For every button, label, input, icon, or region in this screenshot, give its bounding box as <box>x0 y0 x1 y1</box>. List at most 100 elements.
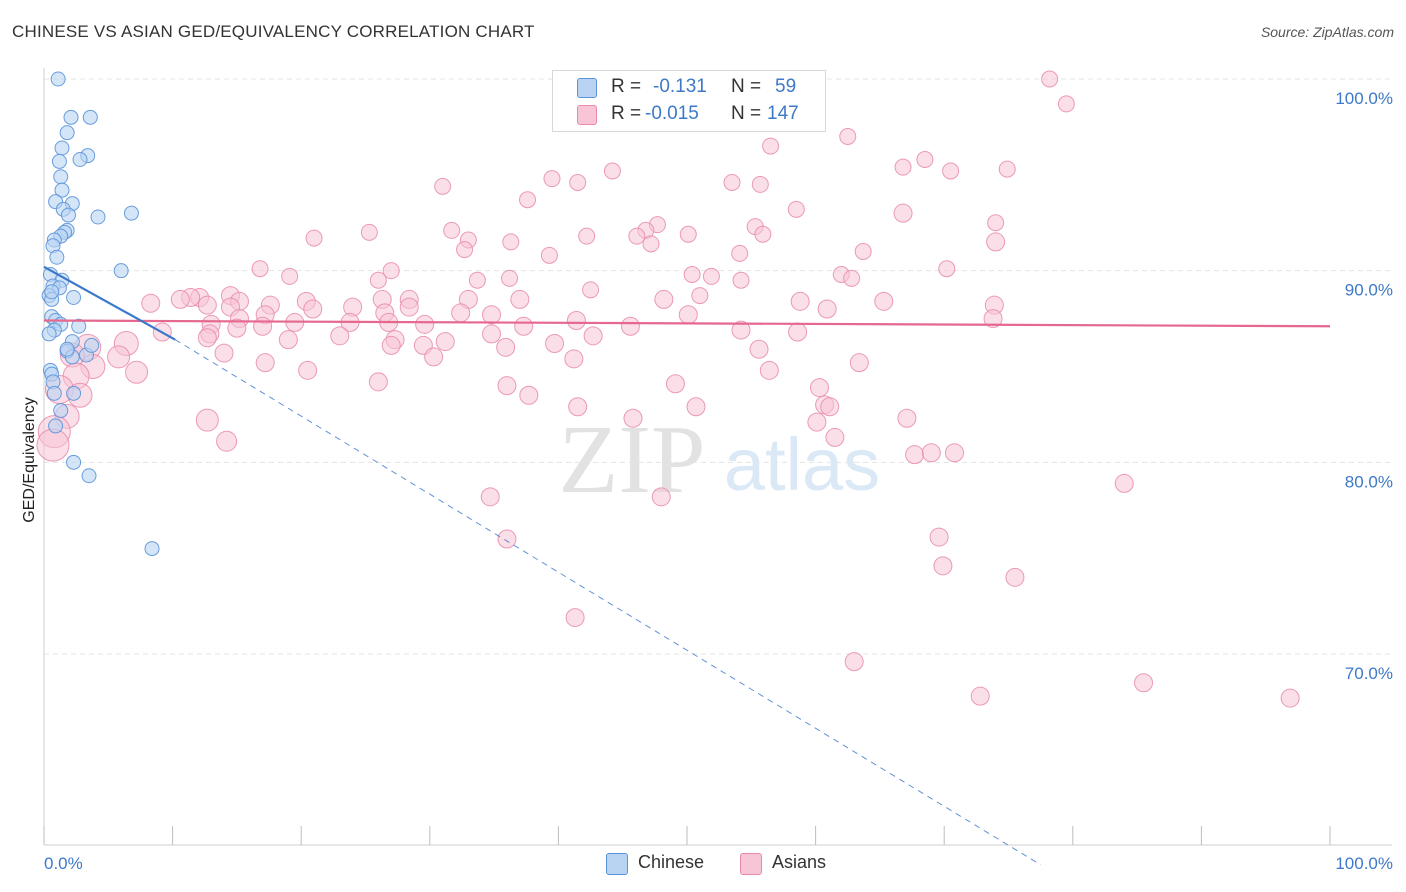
asians-point <box>564 349 584 369</box>
asians-point <box>691 287 709 305</box>
asians-point <box>566 311 586 330</box>
asians-point <box>642 235 660 253</box>
asians-point <box>998 160 1016 178</box>
asians-point <box>620 316 640 336</box>
asians-point <box>569 174 587 191</box>
watermark-atlas: atlas <box>724 423 880 506</box>
asians-point <box>894 158 912 176</box>
asians-point <box>854 243 872 260</box>
y-tick-label: 70.0% <box>1345 664 1393 683</box>
asians-point <box>788 322 808 342</box>
asians-point <box>807 412 827 432</box>
asians-point <box>809 378 829 398</box>
asians-point <box>1057 95 1075 113</box>
asians-point <box>482 305 502 325</box>
chinese-point <box>53 403 69 419</box>
y-tick-label: 80.0% <box>1345 472 1393 491</box>
legend-row-asians: R = -0.015 N = 147 <box>553 102 825 128</box>
chinese-point <box>90 209 106 225</box>
asians-point <box>1114 473 1134 493</box>
asians-point <box>514 316 534 336</box>
asians-point <box>623 408 643 428</box>
chinese-trend-line <box>43 265 176 341</box>
asians-point <box>216 430 238 452</box>
asians-point <box>399 297 419 317</box>
asians-point <box>107 345 131 369</box>
chinese-point <box>59 125 75 141</box>
asians-point <box>754 225 772 243</box>
chinese-point <box>60 207 76 223</box>
asians-point <box>825 427 845 447</box>
asians-point <box>251 260 269 278</box>
legend-n-label: N = <box>731 103 762 124</box>
chinese-point <box>82 109 98 125</box>
asians-point <box>456 241 474 259</box>
asians-point <box>762 137 780 155</box>
asians-point <box>787 200 805 218</box>
asians-point <box>929 527 949 547</box>
asians-point <box>214 343 234 363</box>
asians-point <box>933 556 953 576</box>
chinese-swatch <box>577 78 597 98</box>
chinese-point <box>66 290 82 305</box>
asians-point <box>628 227 646 245</box>
legend-r-label: R = <box>611 103 642 124</box>
asians-point <box>415 314 435 334</box>
asians-point <box>893 203 913 223</box>
chinese-point <box>49 249 65 265</box>
y-tick-label: 100.0% <box>1335 89 1393 108</box>
chinese-point <box>72 152 88 167</box>
asians-legend-label: Asians <box>772 852 827 872</box>
gridlines <box>44 78 1392 655</box>
chinese-point <box>63 109 79 125</box>
asians-point <box>942 162 960 180</box>
legend-n-label: N = <box>731 76 762 97</box>
asians-point <box>817 299 837 319</box>
chinese-point <box>84 337 100 353</box>
asians-point <box>482 324 502 344</box>
asians-point <box>603 162 621 180</box>
watermark: ZIP atlas <box>559 406 881 514</box>
asians-point <box>1005 567 1025 587</box>
legend-r-value: -0.131 <box>653 76 707 97</box>
chinese-point <box>59 341 75 357</box>
chinese-points <box>41 71 160 557</box>
asians-point <box>1041 70 1059 88</box>
legend-r-value: -0.015 <box>645 103 699 124</box>
asians-point <box>369 271 387 289</box>
asians-point <box>759 360 779 380</box>
asians-point <box>679 225 697 243</box>
asians-trend-line <box>43 319 1331 328</box>
asians-point <box>368 372 388 392</box>
asians-swatch <box>577 105 597 125</box>
asians-point <box>678 305 698 325</box>
chinese-point <box>144 541 160 557</box>
asians-point <box>897 408 917 428</box>
chinese-point <box>123 205 139 221</box>
asians-point <box>278 330 298 350</box>
asians-point <box>916 151 934 168</box>
asians-point <box>502 233 520 251</box>
stats-legend: R = -0.131 N = 59 R = -0.015 N = 147 <box>552 70 826 132</box>
chinese-point <box>54 140 70 156</box>
asians-point <box>568 397 588 417</box>
x-tick-label-max: 100.0% <box>1335 854 1393 873</box>
chinese-point <box>81 468 97 484</box>
asians-point <box>844 652 864 672</box>
asians-point <box>125 360 149 384</box>
chinese-legend-label: Chinese <box>638 852 705 872</box>
asians-point <box>330 326 350 346</box>
chinese-point <box>66 385 82 401</box>
asians-point <box>578 227 596 245</box>
chinese-point <box>71 318 87 334</box>
asians-point <box>543 170 561 188</box>
chinese-point <box>51 153 67 169</box>
asians-point <box>874 291 894 311</box>
tick-labels: 100.0% 90.0% 80.0% 70.0% 0.0% 100.0% <box>44 89 1393 873</box>
source-label: Source: ZipAtlas.com <box>1260 24 1394 40</box>
asians-point <box>839 128 857 145</box>
chinese-point <box>113 263 129 279</box>
chinese-point <box>54 182 70 198</box>
asians-point <box>303 299 323 319</box>
asians-point <box>843 269 861 287</box>
